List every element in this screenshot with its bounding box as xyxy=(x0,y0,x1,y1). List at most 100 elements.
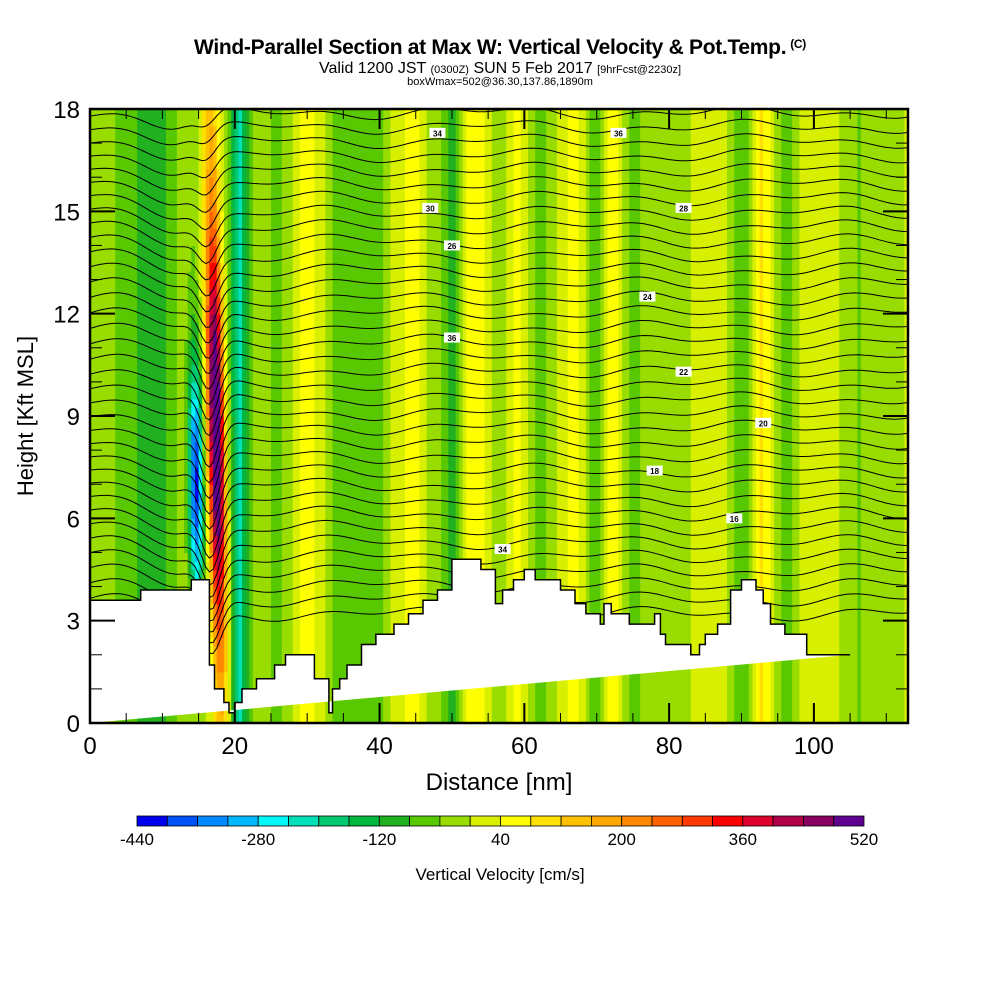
w-cell xyxy=(600,612,605,622)
w-cell xyxy=(390,535,406,545)
w-cell xyxy=(299,509,315,519)
w-cell xyxy=(115,228,138,238)
w-cell xyxy=(752,390,757,400)
w-cell xyxy=(455,433,460,443)
w-cell xyxy=(234,322,239,332)
w-cell xyxy=(299,347,315,357)
w-cell xyxy=(466,526,486,536)
w-cell xyxy=(567,569,580,579)
w-cell xyxy=(245,185,250,195)
w-cell xyxy=(491,185,507,195)
w-cell xyxy=(756,339,761,349)
w-cell xyxy=(314,543,326,553)
w-cell xyxy=(799,543,840,553)
w-cell xyxy=(528,561,536,571)
w-cell xyxy=(734,492,750,502)
w-cell xyxy=(299,646,315,656)
w-cell xyxy=(792,194,800,204)
w-cell xyxy=(748,390,753,400)
w-cell xyxy=(448,185,457,195)
w-cell xyxy=(578,680,587,690)
w-cell xyxy=(220,339,225,349)
w-cell xyxy=(759,535,764,545)
w-cell xyxy=(491,407,507,417)
w-cell xyxy=(792,185,800,195)
w-cell xyxy=(227,364,232,374)
w-cell xyxy=(520,236,529,246)
w-cell xyxy=(484,288,493,298)
w-cell xyxy=(242,202,247,212)
w-cell xyxy=(578,313,587,323)
w-cell xyxy=(137,501,167,511)
w-cell xyxy=(752,398,757,408)
w-cell xyxy=(299,637,315,647)
w-cell xyxy=(600,330,605,340)
w-cell xyxy=(484,424,493,434)
w-cell xyxy=(234,475,239,485)
w-cell xyxy=(332,484,384,494)
w-cell xyxy=(727,467,735,477)
w-cell xyxy=(763,245,771,255)
w-cell xyxy=(756,296,761,306)
w-cell xyxy=(198,347,203,357)
w-cell xyxy=(857,569,862,579)
w-cell xyxy=(234,586,239,596)
w-cell xyxy=(604,569,609,579)
w-cell xyxy=(578,569,587,579)
w-cell xyxy=(506,228,514,238)
w-cell xyxy=(770,552,775,562)
w-cell xyxy=(734,254,750,264)
w-cell xyxy=(763,211,771,221)
w-cell xyxy=(115,492,138,502)
w-cell xyxy=(690,177,728,187)
w-cell xyxy=(314,620,326,630)
w-cell xyxy=(220,612,225,622)
w-cell xyxy=(618,688,623,698)
w-cell xyxy=(115,177,138,187)
w-cell xyxy=(535,339,547,349)
w-cell xyxy=(774,552,782,562)
w-cell xyxy=(191,398,200,408)
w-cell xyxy=(223,603,229,613)
w-cell xyxy=(770,364,775,374)
w-cell xyxy=(459,697,464,707)
w-cell xyxy=(756,305,761,315)
w-cell xyxy=(249,236,254,246)
w-cell xyxy=(314,637,326,647)
w-cell xyxy=(90,356,116,366)
w-cell xyxy=(727,296,735,306)
w-cell xyxy=(426,347,442,357)
w-cell xyxy=(781,714,793,723)
w-cell xyxy=(205,714,214,723)
w-cell xyxy=(390,526,406,536)
w-cell xyxy=(271,441,283,451)
w-cell xyxy=(281,219,294,229)
w-cell xyxy=(227,185,232,195)
w-cell xyxy=(213,185,218,195)
w-cell xyxy=(860,416,905,426)
w-cell xyxy=(690,552,728,562)
w-cell xyxy=(231,467,236,477)
w-cell xyxy=(585,450,591,460)
w-cell xyxy=(176,185,200,195)
w-cell xyxy=(390,569,406,579)
w-cell xyxy=(535,390,547,400)
w-cell xyxy=(857,390,862,400)
w-cell xyxy=(332,552,384,562)
w-cell xyxy=(252,202,272,212)
w-cell xyxy=(459,492,464,502)
w-cell xyxy=(238,569,243,579)
w-cell xyxy=(242,279,247,289)
w-cell xyxy=(546,228,558,238)
w-cell xyxy=(546,475,558,485)
w-cell xyxy=(252,407,272,417)
w-cell xyxy=(209,296,214,306)
w-cell xyxy=(466,390,486,400)
w-cell xyxy=(459,424,464,434)
w-cell xyxy=(216,569,221,579)
w-cell xyxy=(690,211,728,221)
w-cell xyxy=(528,364,536,374)
w-cell xyxy=(231,322,236,332)
w-cell xyxy=(231,313,236,323)
w-cell xyxy=(314,313,326,323)
